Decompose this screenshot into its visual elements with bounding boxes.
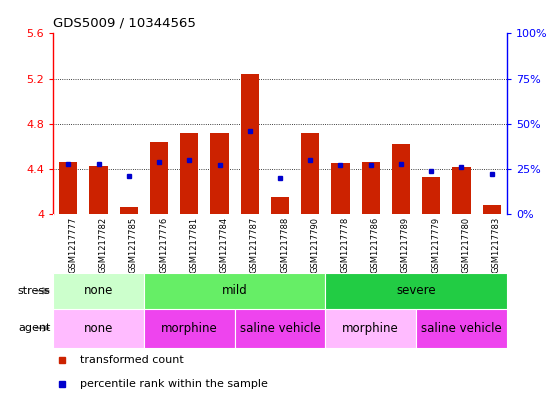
Text: morphine: morphine — [161, 321, 218, 335]
Text: GSM1217781: GSM1217781 — [189, 217, 198, 273]
Bar — [362, 162, 380, 214]
Text: GSM1217787: GSM1217787 — [250, 217, 259, 274]
Bar — [235, 309, 325, 348]
Text: morphine: morphine — [342, 321, 399, 335]
Text: GSM1217780: GSM1217780 — [461, 217, 470, 273]
Bar — [392, 144, 410, 214]
Bar — [144, 309, 235, 348]
Bar — [90, 165, 108, 214]
Bar — [144, 273, 325, 309]
Text: saline vehicle: saline vehicle — [421, 321, 502, 335]
Bar — [53, 309, 144, 348]
Text: GSM1217782: GSM1217782 — [99, 217, 108, 273]
Text: GSM1217776: GSM1217776 — [159, 217, 168, 274]
Text: mild: mild — [222, 284, 248, 298]
Bar — [483, 205, 501, 214]
Bar — [120, 208, 138, 214]
Text: GSM1217783: GSM1217783 — [492, 217, 501, 274]
Text: percentile rank within the sample: percentile rank within the sample — [81, 379, 268, 389]
Text: transformed count: transformed count — [81, 355, 184, 365]
Text: GSM1217786: GSM1217786 — [371, 217, 380, 274]
Text: GSM1217785: GSM1217785 — [129, 217, 138, 273]
Bar — [301, 133, 319, 214]
Bar — [59, 162, 77, 214]
Text: stress: stress — [17, 286, 50, 296]
Text: GSM1217777: GSM1217777 — [68, 217, 77, 274]
Bar — [211, 133, 228, 214]
Text: none: none — [84, 321, 113, 335]
Text: GDS5009 / 10344565: GDS5009 / 10344565 — [53, 17, 196, 29]
Text: GSM1217789: GSM1217789 — [401, 217, 410, 273]
Bar — [452, 167, 470, 214]
Bar — [241, 74, 259, 214]
Text: GSM1217784: GSM1217784 — [220, 217, 228, 273]
Bar — [271, 197, 289, 214]
Bar — [325, 309, 416, 348]
Bar — [416, 309, 507, 348]
Text: GSM1217779: GSM1217779 — [431, 217, 440, 273]
Text: severe: severe — [396, 284, 436, 298]
Bar — [422, 177, 440, 214]
Text: agent: agent — [18, 323, 50, 333]
Bar — [180, 133, 198, 214]
Text: saline vehicle: saline vehicle — [240, 321, 320, 335]
Text: GSM1217778: GSM1217778 — [340, 217, 349, 274]
Text: none: none — [84, 284, 113, 298]
Bar — [53, 273, 144, 309]
Bar — [150, 142, 168, 214]
Bar — [332, 163, 349, 214]
Bar — [325, 273, 507, 309]
Text: GSM1217788: GSM1217788 — [280, 217, 289, 274]
Text: GSM1217790: GSM1217790 — [310, 217, 319, 273]
